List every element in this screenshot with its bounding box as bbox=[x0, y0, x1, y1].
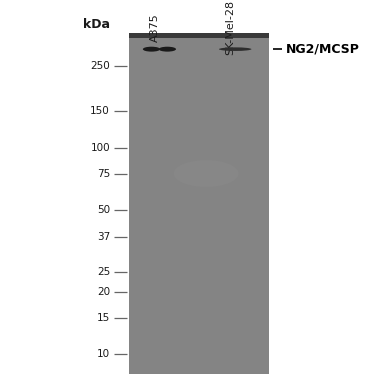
Ellipse shape bbox=[174, 160, 238, 187]
Text: A375: A375 bbox=[149, 13, 159, 42]
Text: 250: 250 bbox=[90, 60, 110, 70]
Text: 150: 150 bbox=[90, 106, 110, 116]
Bar bbox=[129, 33, 270, 374]
Text: 15: 15 bbox=[97, 313, 110, 323]
Text: 75: 75 bbox=[97, 168, 110, 178]
Bar bbox=[129, 33, 270, 38]
Text: NG2/MCSP: NG2/MCSP bbox=[286, 43, 360, 56]
Text: 100: 100 bbox=[90, 143, 110, 153]
Text: 50: 50 bbox=[97, 205, 110, 215]
Text: kDa: kDa bbox=[83, 18, 110, 31]
Text: 10: 10 bbox=[97, 349, 110, 359]
Ellipse shape bbox=[219, 47, 251, 51]
Ellipse shape bbox=[143, 47, 160, 52]
Text: 25: 25 bbox=[97, 267, 110, 277]
Ellipse shape bbox=[159, 47, 176, 52]
Text: SK-Mel-28: SK-Mel-28 bbox=[225, 0, 235, 55]
Text: 20: 20 bbox=[97, 287, 110, 297]
Text: 37: 37 bbox=[97, 232, 110, 242]
